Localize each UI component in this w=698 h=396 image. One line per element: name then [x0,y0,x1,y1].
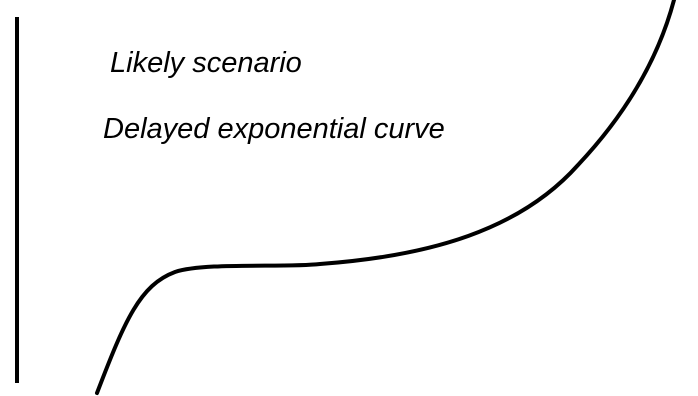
scenario-label: Likely scenario [110,47,302,79]
vertical-axis-line [15,17,19,383]
curve-description-label: Delayed exponential curve [103,113,445,145]
delayed-exponential-curve [95,0,676,395]
